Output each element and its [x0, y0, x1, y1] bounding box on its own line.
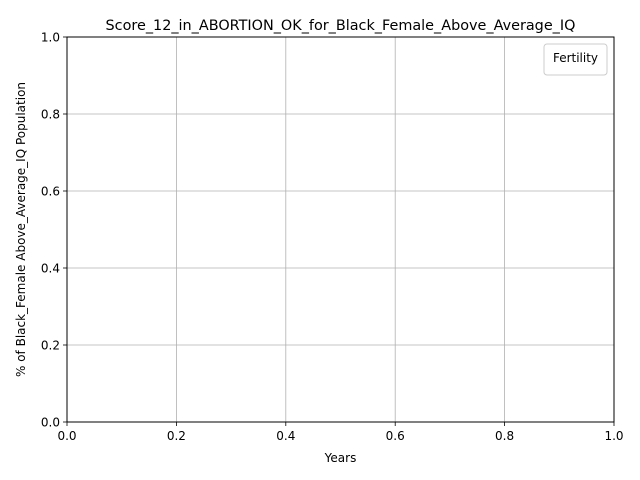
x-tick-label: 0.4	[276, 429, 295, 443]
x-tick-label: 0.8	[495, 429, 514, 443]
chart-title: Score_12_in_ABORTION_OK_for_Black_Female…	[106, 18, 576, 34]
x-tick-label: 0.6	[386, 429, 405, 443]
x-axis-label: Years	[324, 451, 357, 465]
x-tick-label: 0.2	[167, 429, 186, 443]
legend-title: Fertility	[553, 51, 598, 65]
y-tick-label: 1.0	[41, 31, 60, 45]
legend-box	[543, 43, 608, 76]
y-tick-label: 0.2	[41, 339, 60, 353]
y-axis-label: % of Black_Female Above_Average_IQ Popul…	[14, 82, 28, 377]
x-tick-label: 0.0	[57, 429, 76, 443]
legend: Fertility	[543, 43, 608, 76]
gridlines	[66, 36, 615, 423]
axis-ticks: 0.0 0.2 0.4 0.6 0.8 1.0 0.0 0.2 0.4 0.6 0.8 1.0	[41, 31, 624, 444]
y-tick-label: 0.4	[41, 262, 60, 276]
plot-frame	[66, 36, 615, 423]
x-tick-label: 1.0	[604, 429, 623, 443]
y-tick-label: 0.6	[41, 185, 60, 199]
y-tick-label: 0.0	[41, 416, 60, 430]
y-tick-label: 0.8	[41, 108, 60, 122]
